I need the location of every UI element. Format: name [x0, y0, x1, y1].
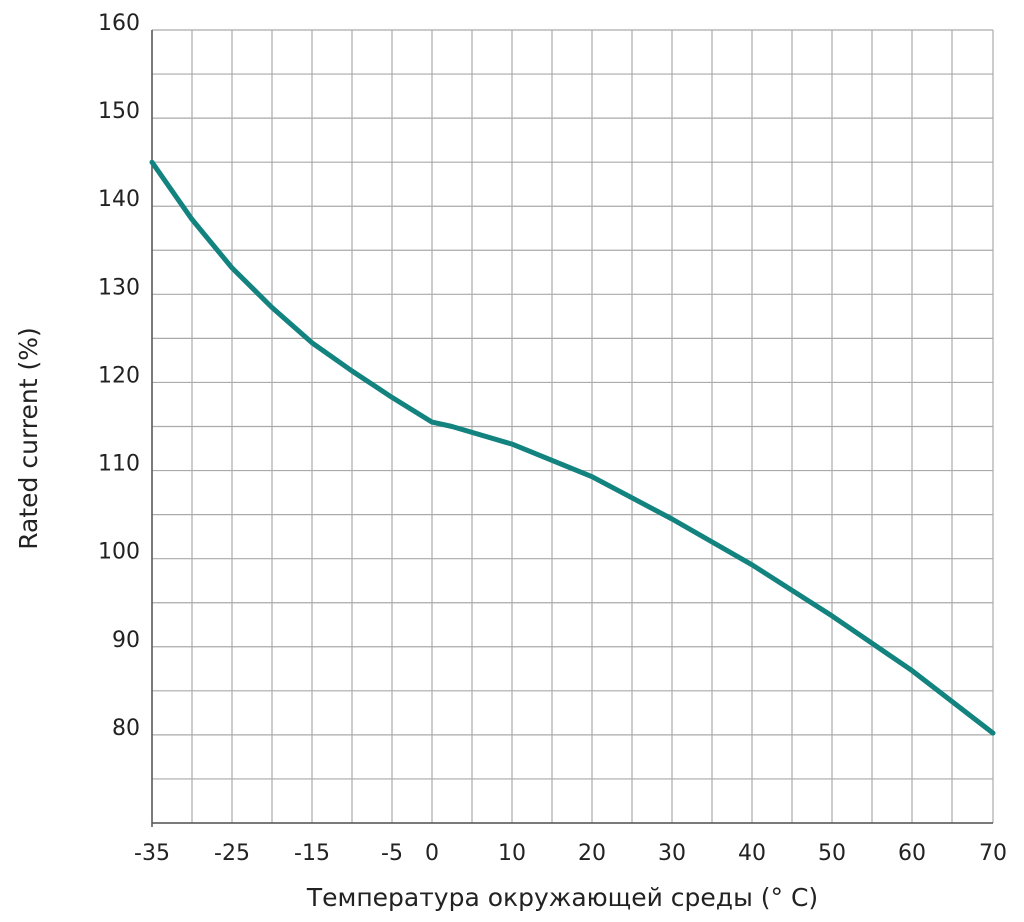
x-tick-label: 20: [578, 841, 606, 866]
x-tick-label: 10: [498, 841, 526, 866]
y-tick-label: 90: [112, 628, 140, 653]
x-tick-label: -25: [214, 841, 250, 866]
y-tick-label: 130: [98, 275, 140, 300]
y-tick-label: 100: [98, 540, 140, 565]
x-tick-label: 0: [425, 841, 439, 866]
x-axis-ticks: -35 -25 -15 -5 0 10 20 30 40 50 60 70: [134, 841, 1007, 866]
x-tick-label: 30: [658, 841, 686, 866]
y-tick-label: 140: [98, 187, 140, 212]
series-line: [149, 159, 996, 736]
chart-grid: [151, 29, 994, 827]
x-tick-label: -35: [134, 841, 170, 866]
x-tick-label: 70: [979, 841, 1007, 866]
x-tick-label: 60: [898, 841, 926, 866]
y-axis-title: Rated current (%): [14, 327, 43, 550]
y-tick-label: 110: [98, 452, 140, 477]
y-tick-label: 120: [98, 363, 140, 388]
y-tick-label: 150: [98, 99, 140, 124]
x-axis-title: Температура окружающей среды (° C): [306, 883, 818, 912]
y-axis-ticks: 80 90 100 110 120 130 140 150 160: [98, 11, 140, 741]
x-tick-label: 40: [738, 841, 766, 866]
x-tick-label: 50: [818, 841, 846, 866]
x-tick-label: -5: [381, 841, 403, 866]
x-tick-label: -15: [294, 841, 330, 866]
y-tick-label: 160: [98, 11, 140, 36]
y-tick-label: 80: [112, 716, 140, 741]
